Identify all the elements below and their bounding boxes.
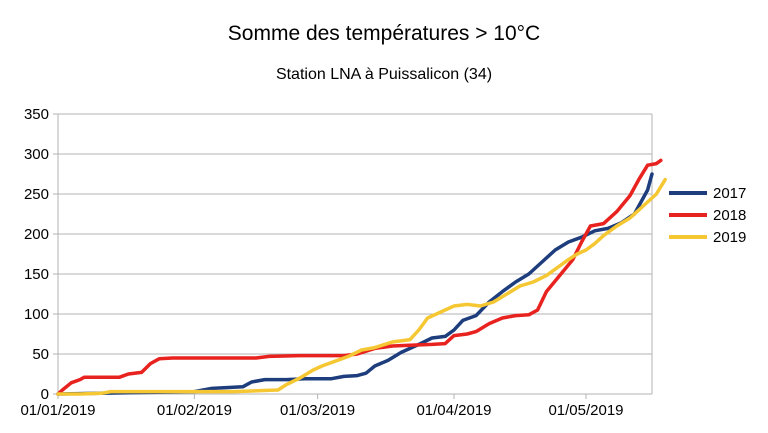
legend-label-2019: 2019 <box>713 229 746 246</box>
y-tick-label: 200 <box>24 226 49 243</box>
y-tick-label: 100 <box>24 306 49 323</box>
series-line-2019 <box>56 177 667 396</box>
y-tick-label: 0 <box>41 386 49 403</box>
x-tick-label: 01/05/2019 <box>548 402 623 419</box>
series-lines <box>56 158 667 396</box>
series-line-2018 <box>56 158 663 396</box>
x-tick-label: 01/01/2019 <box>20 402 95 419</box>
y-tick-label: 250 <box>24 186 49 203</box>
x-tick-label: 01/02/2019 <box>157 402 232 419</box>
chart-subtitle: Station LNA à Puissalicon (34) <box>275 66 493 83</box>
x-tick-label: 01/04/2019 <box>416 402 491 419</box>
legend: 2017 2018 2019 <box>669 185 746 246</box>
y-tick-label: 350 <box>24 106 49 123</box>
legend-label-2018: 2018 <box>713 207 746 224</box>
x-tick-label: 01/03/2019 <box>280 402 355 419</box>
y-tick-label: 300 <box>24 146 49 163</box>
grid-lines <box>58 113 652 395</box>
y-tick-label: 150 <box>24 266 49 283</box>
axes <box>57 114 653 394</box>
y-axis-ticks: 0 50 100 150 200 250 300 350 <box>24 106 58 403</box>
series-line-2017 <box>56 172 654 396</box>
y-tick-label: 50 <box>32 346 49 363</box>
x-axis-ticks: 01/01/2019 01/02/2019 01/03/2019 01/04/2019… <box>20 394 624 419</box>
chart-title: Somme des températures > 10°C <box>227 22 541 45</box>
legend-label-2017: 2017 <box>713 185 746 202</box>
